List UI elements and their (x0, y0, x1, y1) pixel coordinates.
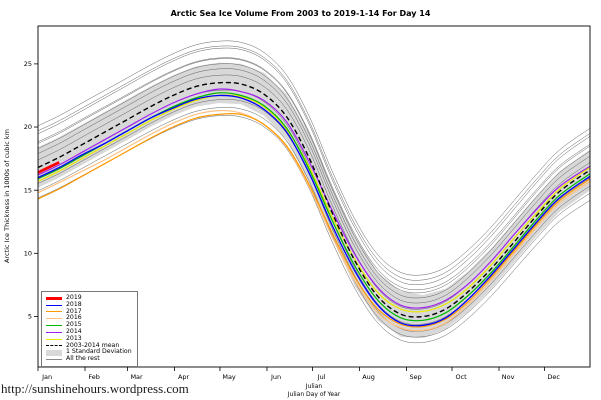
y-tick-label: 20 (24, 123, 32, 131)
legend-label: All the rest (66, 355, 100, 363)
legend-swatch-2017 (46, 311, 62, 313)
rest-line-6 (38, 68, 590, 304)
y-tick-label: 10 (24, 250, 32, 258)
month-label: Sep (409, 373, 421, 381)
legend: 2019 2018 2017 2016 2015 2014 2013 2003-2014 me… (41, 291, 138, 367)
month-label: Apr (178, 373, 190, 381)
legend-label: 2018 (66, 300, 82, 308)
month-label: Nov (502, 373, 515, 381)
legend-swatch-std (46, 349, 62, 356)
rest-line-5 (38, 63, 590, 299)
legend-label: 2019 (66, 294, 82, 301)
legend-swatch-2014 (46, 331, 62, 333)
legend-label: 2016 (66, 314, 82, 322)
y-tick-label: 15 (24, 186, 32, 194)
rest-line-1 (38, 45, 590, 281)
rest-line-3 (38, 57, 590, 291)
line-2013 (38, 94, 590, 313)
month-label: Jun (270, 373, 281, 381)
month-label: Feb (88, 373, 100, 381)
rest-line-0 (38, 40, 590, 276)
x-axis-label-1: Julian (305, 383, 323, 390)
legend-entry-2017: 2017 (46, 307, 132, 316)
month-label: May (222, 373, 236, 381)
plot-layers (38, 40, 590, 344)
legend-swatch-2013 (46, 338, 62, 340)
line-2016 (38, 109, 590, 332)
legend-label: 1 Standard Deviation (66, 348, 132, 356)
plot-border (37, 25, 591, 368)
legend-entry-2013: 2013 (46, 334, 132, 343)
rest-line-10 (38, 107, 590, 338)
month-label: Jan (41, 373, 52, 381)
month-label: Oct (455, 373, 467, 381)
legend-label: 2003-2014 mean (66, 341, 120, 349)
legend-entry-2019: 2019 (46, 294, 132, 302)
line-2014 (38, 88, 590, 309)
chart-title: Arctic Sea Ice Volume From 2003 to 2019-… (170, 9, 431, 18)
line-2018 (38, 94, 590, 327)
y-tick-label: 25 (24, 60, 32, 68)
legend-entry-2014: 2014 (46, 327, 132, 336)
legend-swatch-rest (46, 359, 62, 361)
month-label: Jul (317, 373, 326, 381)
y-tick-label: 5 (28, 313, 32, 321)
legend-entry-2018: 2018 (46, 300, 132, 309)
line-2019 (38, 161, 60, 174)
legend-label: 2015 (66, 321, 82, 329)
legend-swatch-2019 (46, 296, 62, 300)
legend-label: 2017 (66, 307, 82, 315)
month-label: Dec (547, 373, 560, 381)
legend-entry-std: 1 Standard Deviation (46, 349, 132, 356)
legend-label: 2013 (66, 334, 82, 342)
line-2017 (38, 112, 590, 328)
rest-line-4 (38, 58, 590, 294)
footer-url: http://sunshinehours.wordpress.com (1, 381, 189, 396)
legend-swatch-2015 (46, 325, 62, 327)
legend-entry-mean: 2003-2014 mean (46, 341, 132, 350)
legend-swatch-2016 (46, 318, 62, 320)
legend-entry-rest: All the rest (46, 355, 132, 363)
legend-entry-2015: 2015 (46, 321, 132, 329)
x-axis-label-2: Julian Day of Year (287, 391, 341, 398)
legend-swatch-2018 (46, 304, 62, 306)
month-label: Aug (362, 373, 375, 381)
legend-entry-2016: 2016 (46, 315, 132, 322)
rest-line-2 (38, 47, 590, 285)
month-label: Mar (130, 373, 143, 381)
legend-label: 2014 (66, 327, 82, 335)
line-mean (38, 81, 590, 318)
legend-swatch-mean (46, 345, 62, 347)
